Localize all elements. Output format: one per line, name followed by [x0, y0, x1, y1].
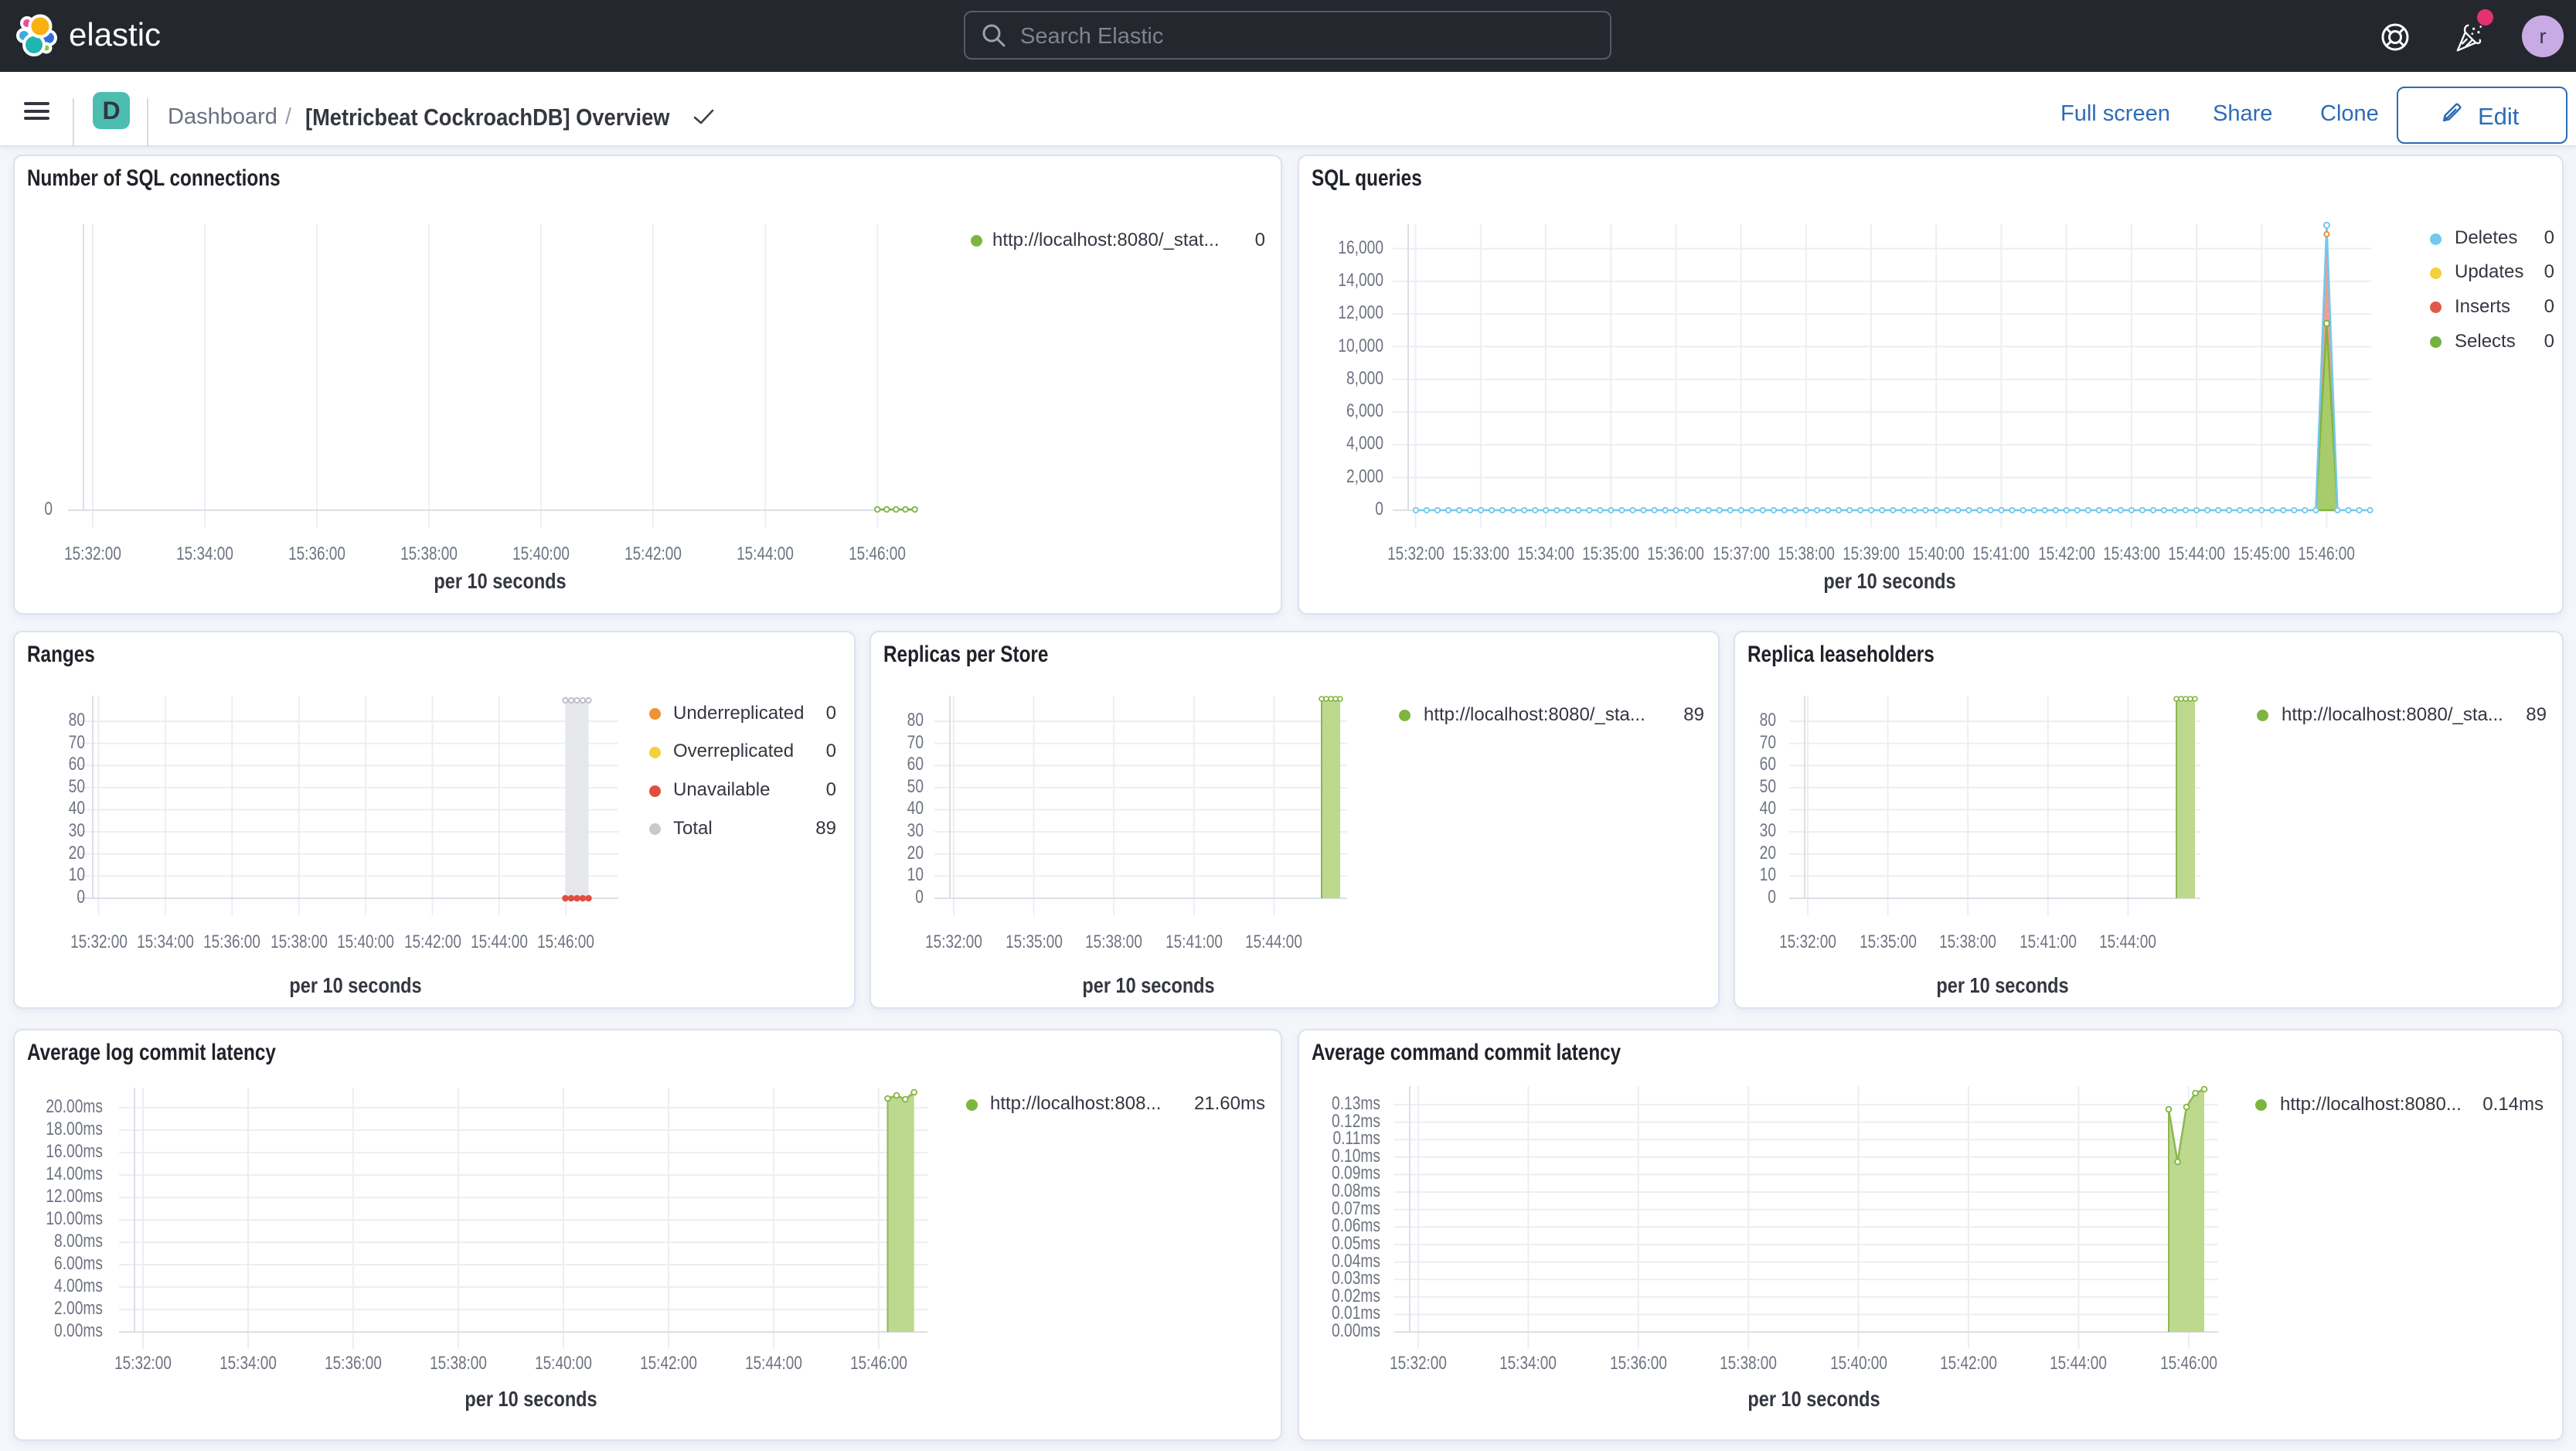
svg-text:elastic: elastic: [69, 16, 161, 53]
